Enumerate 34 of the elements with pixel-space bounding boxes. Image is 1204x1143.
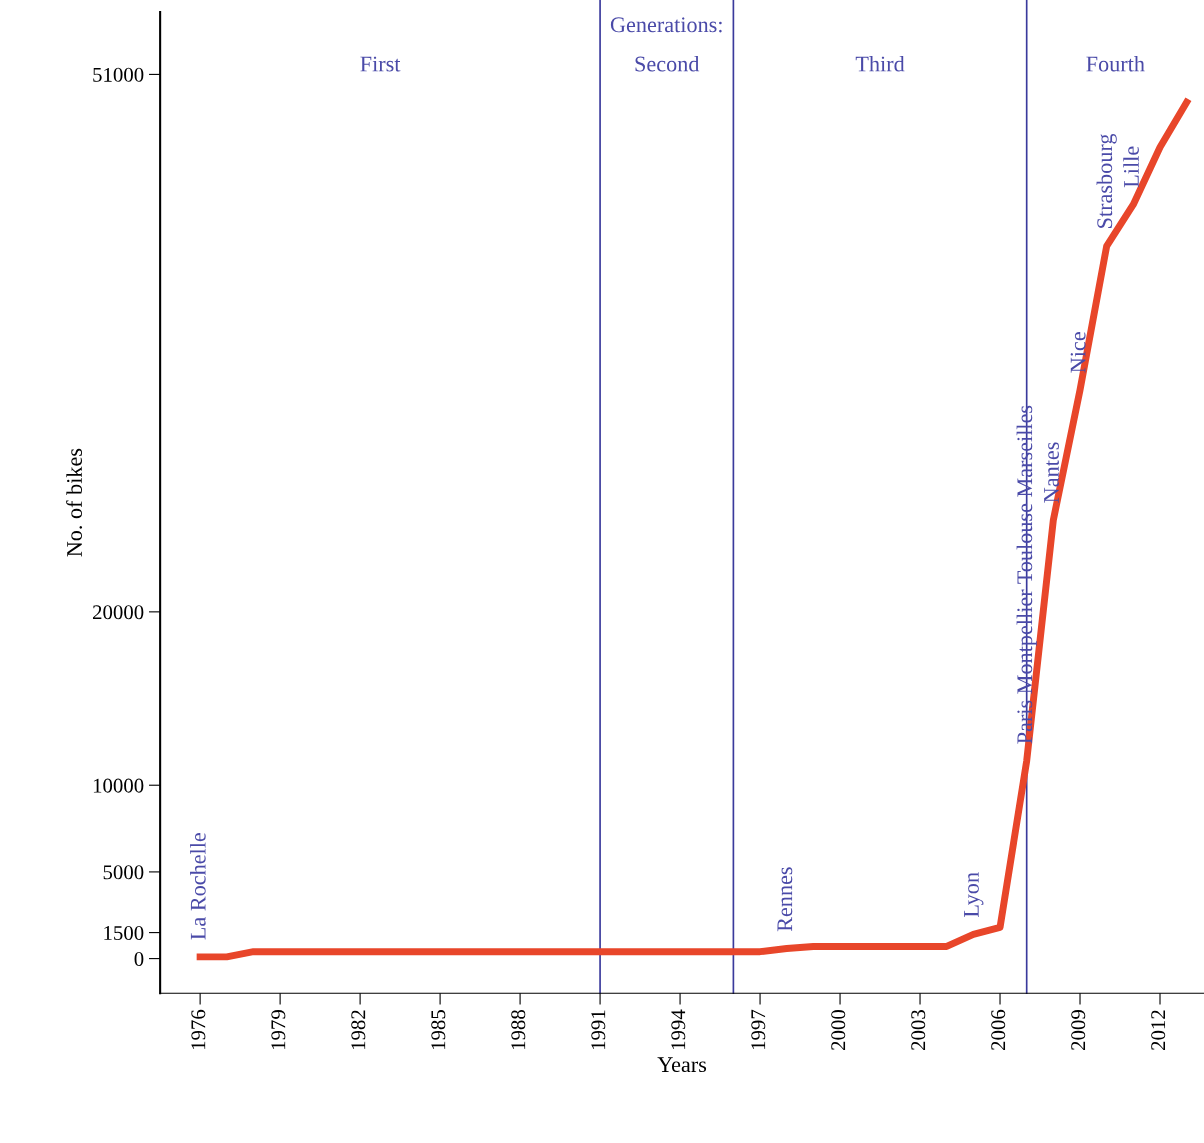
- x-tick-label: 1994: [671, 1009, 686, 1050]
- y-tick-label: 5000: [103, 865, 144, 880]
- x-tick-label: 2012: [1151, 1010, 1166, 1050]
- x-tick-label: 1997: [751, 1009, 766, 1050]
- y-tick-label: 51000: [93, 67, 144, 82]
- x-tick-label: 2003: [911, 1010, 926, 1050]
- annotation: Generations:: [610, 17, 722, 33]
- x-tick-label: 2009: [1071, 1010, 1086, 1050]
- y-tick-label: 1500: [104, 925, 144, 941]
- annotation: Lyon: [964, 872, 984, 918]
- x-tick-label: 1976: [191, 1009, 206, 1050]
- y-tick-label: 10000: [93, 778, 144, 793]
- y-tick-label: 20000: [92, 605, 144, 620]
- annotation: Paris Montpellier Toulouse Marseilles: [1016, 405, 1037, 744]
- annotation: First: [360, 56, 401, 72]
- x-tick-label: 1985: [431, 1010, 446, 1050]
- annotation: Third: [855, 55, 905, 72]
- annotation: Lille: [1123, 146, 1139, 188]
- x-tick-label: 1979: [271, 1010, 286, 1050]
- x-tick-label: 2000: [831, 1010, 846, 1050]
- x-tick-label: 1982: [351, 1010, 366, 1050]
- x-tick-label: 2006: [991, 1009, 1006, 1050]
- annotation: Second: [635, 55, 700, 72]
- annotation: Strasbourg: [1096, 133, 1117, 228]
- annotation: Rennes: [777, 867, 793, 932]
- y-axis-title: No. of bikes: [66, 448, 83, 557]
- annotation: Nice: [1070, 332, 1086, 373]
- y-tick-label: 0: [134, 951, 144, 967]
- x-tick-label: 1991: [591, 1010, 606, 1050]
- annotation: La Rochelle: [190, 832, 206, 940]
- x-axis-title: Years: [657, 1057, 707, 1073]
- annotation: Nantes: [1044, 442, 1059, 503]
- x-tick-label: 1988: [511, 1010, 526, 1050]
- annotation: Fourth: [1086, 55, 1145, 72]
